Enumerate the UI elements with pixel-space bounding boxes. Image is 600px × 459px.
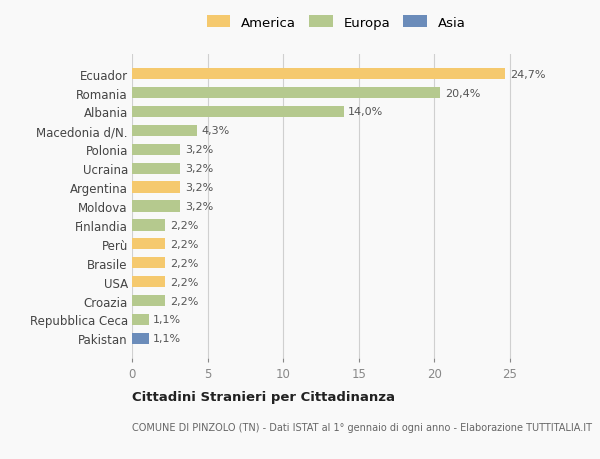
Bar [132, 220, 165, 231]
Bar [132, 239, 165, 250]
Bar [132, 333, 149, 344]
Text: 20,4%: 20,4% [445, 89, 480, 98]
Bar [132, 69, 505, 80]
Bar [132, 295, 165, 307]
Text: 3,2%: 3,2% [185, 164, 213, 174]
Text: 2,2%: 2,2% [170, 258, 198, 268]
Legend: America, Europa, Asia: America, Europa, Asia [206, 16, 466, 30]
Bar [132, 88, 440, 99]
Text: COMUNE DI PINZOLO (TN) - Dati ISTAT al 1° gennaio di ogni anno - Elaborazione TU: COMUNE DI PINZOLO (TN) - Dati ISTAT al 1… [132, 422, 592, 432]
Bar [132, 144, 181, 156]
Bar [132, 163, 181, 174]
Text: 2,2%: 2,2% [170, 239, 198, 249]
Text: 4,3%: 4,3% [202, 126, 230, 136]
Text: 1,1%: 1,1% [153, 334, 181, 344]
Bar [132, 106, 344, 118]
Bar [132, 182, 181, 193]
Text: 2,2%: 2,2% [170, 220, 198, 230]
Text: 3,2%: 3,2% [185, 183, 213, 193]
Bar [132, 314, 149, 325]
Text: Cittadini Stranieri per Cittadinanza: Cittadini Stranieri per Cittadinanza [132, 390, 395, 403]
Bar [132, 125, 197, 137]
Bar [132, 257, 165, 269]
Text: 24,7%: 24,7% [510, 69, 545, 79]
Text: 1,1%: 1,1% [153, 315, 181, 325]
Text: 2,2%: 2,2% [170, 296, 198, 306]
Text: 3,2%: 3,2% [185, 145, 213, 155]
Text: 14,0%: 14,0% [348, 107, 383, 117]
Text: 2,2%: 2,2% [170, 277, 198, 287]
Bar [132, 276, 165, 288]
Bar [132, 201, 181, 212]
Text: 3,2%: 3,2% [185, 202, 213, 212]
